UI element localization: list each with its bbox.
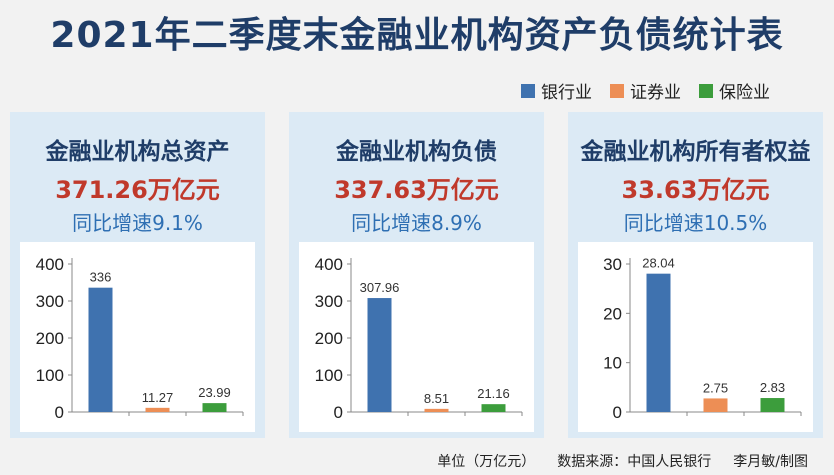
bar-chart: 0 100 200 300 400 307.96 8.51 21.16 bbox=[315, 255, 523, 422]
bar bbox=[202, 403, 227, 412]
bar-value-label: 307.96 bbox=[360, 280, 400, 295]
legend-swatch-securities bbox=[610, 83, 624, 98]
y-tick-label: 400 bbox=[315, 255, 343, 274]
bar bbox=[646, 273, 671, 412]
bar bbox=[145, 407, 170, 412]
legend-label-securities: 证券业 bbox=[630, 83, 681, 103]
y-tick-label: 10 bbox=[603, 354, 622, 373]
y-tick-label: 400 bbox=[36, 255, 64, 274]
bar-value-label: 2.75 bbox=[703, 380, 728, 395]
y-tick-label: 30 bbox=[603, 255, 622, 274]
y-tick-label: 0 bbox=[55, 403, 64, 422]
panel-value: 337.63万亿元 bbox=[334, 176, 499, 204]
panel-value: 371.26万亿元 bbox=[55, 176, 220, 204]
y-tick-label: 0 bbox=[334, 403, 343, 422]
bar-value-label: 8.51 bbox=[424, 391, 449, 406]
y-tick-label: 100 bbox=[315, 366, 343, 385]
panel-title: 金融业机构所有者权益 bbox=[580, 139, 811, 165]
chart-liabilities: 0 100 200 300 400 307.96 8.51 21.16 bbox=[299, 242, 534, 432]
y-tick-label: 300 bbox=[36, 292, 64, 311]
unit-note: 单位（万亿元） bbox=[437, 454, 536, 470]
panel-growth: 同比增速8.9% bbox=[351, 211, 482, 235]
bar bbox=[760, 398, 785, 412]
data-source: 数据来源：中国人民银行 bbox=[557, 454, 712, 470]
y-tick-label: 20 bbox=[603, 304, 622, 323]
legend-swatch-insurance bbox=[699, 83, 713, 98]
bar-value-label: 28.04 bbox=[642, 256, 675, 271]
panel-equity: 金融业机构所有者权益 33.63万亿元 同比增速10.5% 0 10 20 30 28.… bbox=[568, 112, 823, 438]
bar bbox=[88, 287, 113, 412]
legend-item-securities: 证券业 bbox=[610, 78, 681, 103]
page-title: 2021年二季度末金融业机构资产负债统计表 bbox=[50, 15, 784, 56]
y-tick-label: 0 bbox=[613, 403, 622, 422]
bar bbox=[424, 408, 449, 412]
bar bbox=[367, 298, 392, 412]
bar-value-label: 11.27 bbox=[142, 390, 174, 405]
panel-liabilities: 金融业机构负债 337.63万亿元 同比增速8.9% 0 100 200 300 400… bbox=[289, 112, 544, 438]
panel-growth: 同比增速9.1% bbox=[72, 211, 203, 235]
chart-equity: 0 10 20 30 28.04 2.75 2.83 bbox=[578, 242, 813, 432]
panel-total-assets: 金融业机构总资产 371.26万亿元 同比增速9.1% 0 100 200 300 40… bbox=[10, 112, 265, 438]
y-tick-label: 200 bbox=[36, 329, 64, 348]
y-tick-label: 100 bbox=[36, 366, 64, 385]
y-tick-label: 300 bbox=[315, 292, 343, 311]
credit: 李月敏/制图 bbox=[733, 454, 808, 470]
legend-item-banking: 银行业 bbox=[521, 78, 592, 103]
panel-title: 金融业机构负债 bbox=[336, 139, 497, 165]
legend-label-insurance: 保险业 bbox=[719, 83, 770, 103]
bar-value-label: 21.16 bbox=[477, 386, 510, 401]
panel-growth: 同比增速10.5% bbox=[623, 211, 768, 235]
chart-total-assets: 0 100 200 300 400 336 11.27 23.99 bbox=[20, 242, 255, 432]
y-tick-label: 200 bbox=[315, 329, 343, 348]
bar-value-label: 336 bbox=[90, 270, 112, 285]
bar-chart: 0 100 200 300 400 336 11.27 23.99 bbox=[36, 255, 244, 422]
bar-value-label: 2.83 bbox=[760, 380, 785, 395]
panel-title: 金融业机构总资产 bbox=[45, 139, 230, 165]
bar-value-label: 23.99 bbox=[198, 385, 231, 400]
bar bbox=[703, 398, 728, 412]
bar-chart: 0 10 20 30 28.04 2.75 2.83 bbox=[603, 255, 802, 422]
legend: 银行业 证券业 保险业 bbox=[521, 78, 770, 103]
legend-item-insurance: 保险业 bbox=[699, 78, 770, 103]
legend-label-banking: 银行业 bbox=[541, 83, 592, 103]
legend-swatch-banking bbox=[521, 83, 535, 98]
footer: 单位（万亿元） 数据来源：中国人民银行 李月敏/制图 bbox=[437, 451, 808, 471]
panel-value: 33.63万亿元 bbox=[621, 176, 770, 204]
bar bbox=[481, 404, 506, 412]
